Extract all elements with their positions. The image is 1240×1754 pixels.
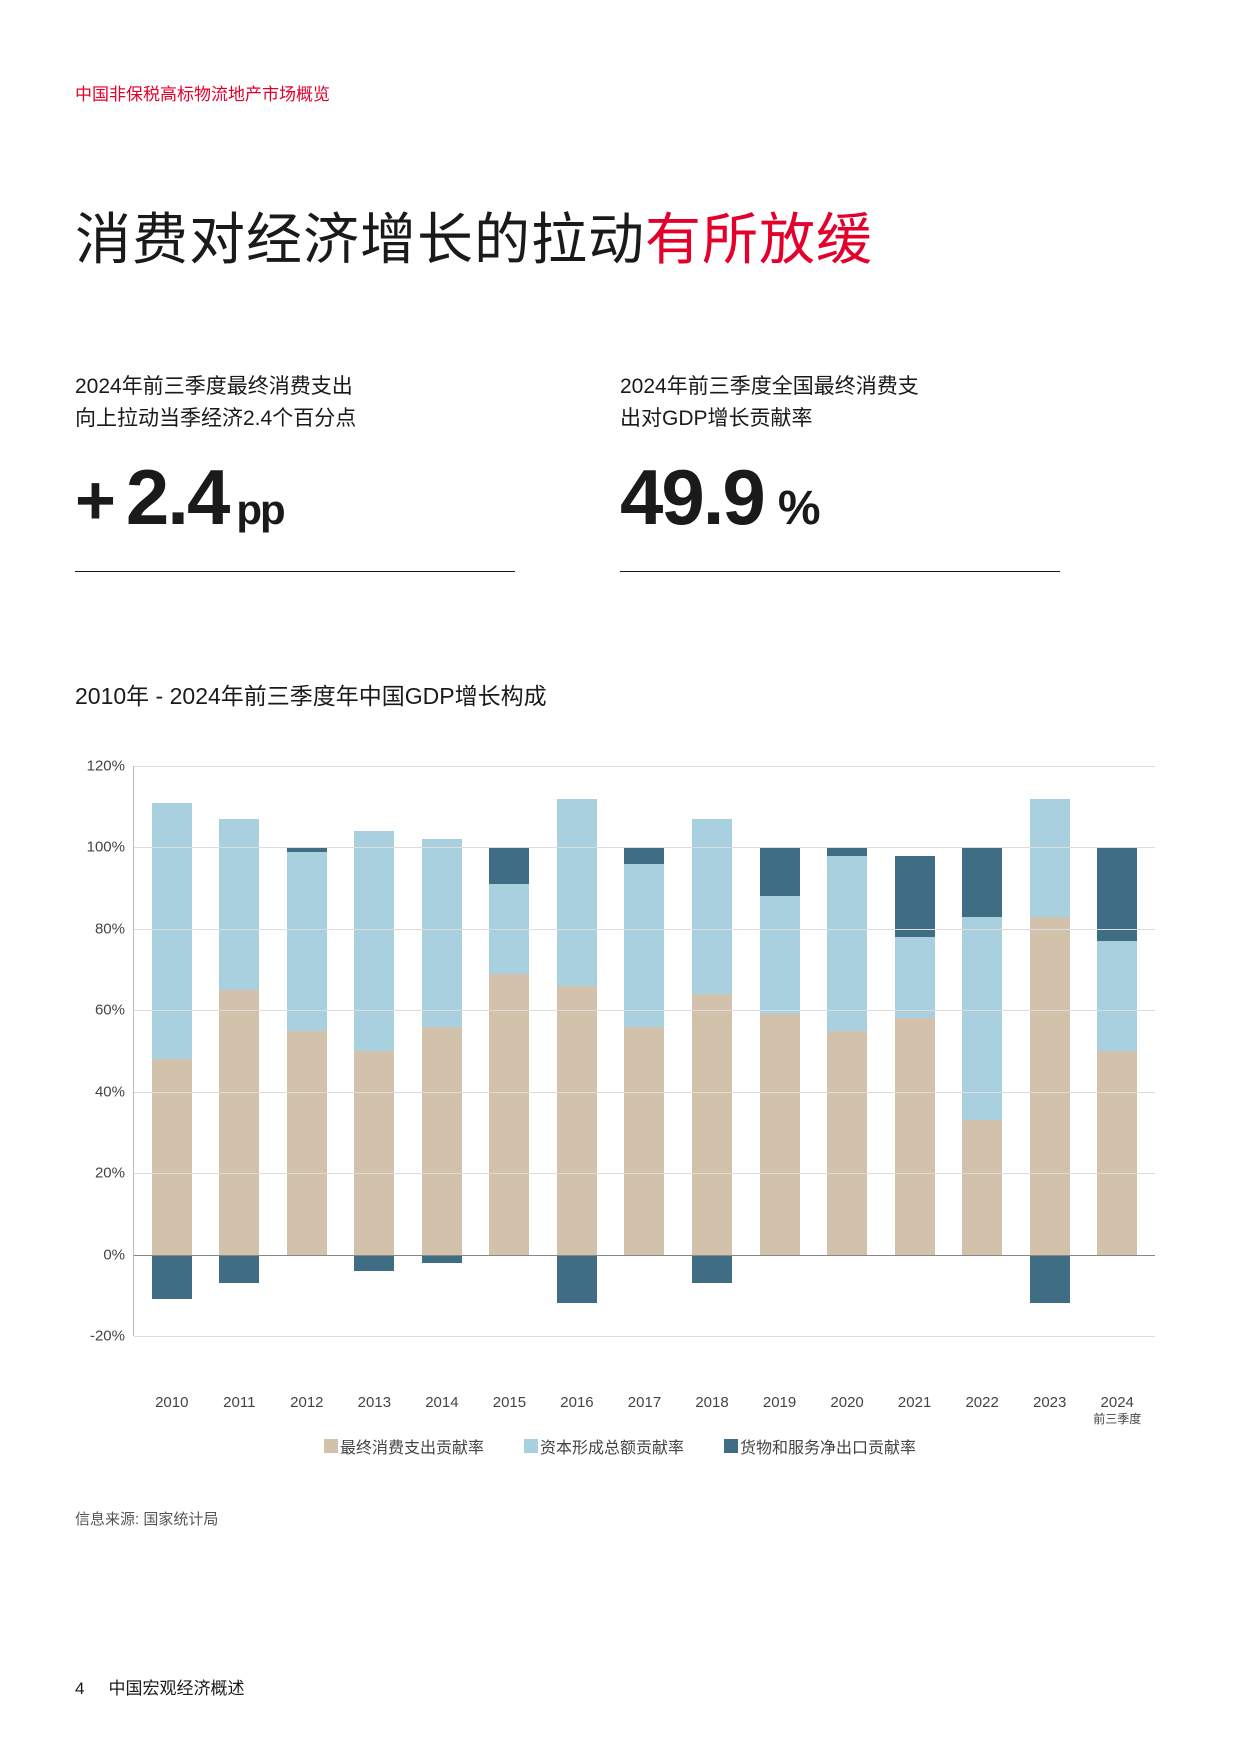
bar-segment — [489, 847, 529, 884]
bar-segment — [422, 1027, 462, 1255]
bar-segment — [827, 1031, 867, 1255]
footer-section: 中国宏观经济概述 — [108, 1679, 244, 1698]
chart: -20%0%20%40%60%80%100%120% 2010201120122… — [75, 766, 1155, 1406]
header-tag: 中国非保税高标物流地产市场概览 — [75, 80, 1165, 105]
bar-segment — [895, 1018, 935, 1254]
bar-group: 2011 — [219, 766, 259, 1336]
bar-segment — [489, 974, 529, 1255]
bar-segment — [692, 819, 732, 994]
y-tick-label: -20% — [90, 1328, 125, 1345]
bar-segment — [219, 990, 259, 1255]
bar-group: 2016 — [557, 766, 597, 1336]
bar-segment — [827, 847, 867, 855]
bar-segment — [354, 1051, 394, 1255]
bar-segment — [287, 852, 327, 1031]
page-number: 4 — [75, 1679, 84, 1698]
bar-segment — [557, 986, 597, 1255]
divider — [620, 571, 1060, 572]
legend-label: 货物和服务净出口贡献率 — [740, 1434, 916, 1458]
bar-group: 2018 — [692, 766, 732, 1336]
y-tick-label: 60% — [95, 1002, 125, 1019]
stat-left-value: +2.4pp — [75, 452, 560, 543]
bar-segment — [895, 856, 935, 937]
bar-segment — [760, 896, 800, 1014]
bar-group: 2015 — [489, 766, 529, 1336]
title-main: 消费对经济增长的拉动 — [75, 208, 645, 271]
legend-label: 资本形成总额贡献率 — [540, 1434, 684, 1458]
bar-segment — [152, 803, 192, 1060]
bar-segment — [624, 1027, 664, 1255]
title-accent: 有所放缓 — [645, 208, 873, 271]
bar-group: 2019 — [760, 766, 800, 1336]
bar-group: 2021 — [895, 766, 935, 1336]
bar-segment — [962, 1120, 1002, 1254]
bar-segment — [895, 937, 935, 1018]
y-axis: -20%0%20%40%60%80%100%120% — [75, 766, 133, 1406]
bar-segment — [760, 847, 800, 896]
bar-group: 2024前三季度 — [1097, 766, 1137, 1336]
bar-segment — [962, 847, 1002, 916]
bar-group: 2023 — [1030, 766, 1070, 1336]
y-tick-label: 120% — [87, 758, 125, 775]
bar-segment — [692, 994, 732, 1255]
bar-segment — [1030, 1255, 1070, 1304]
plot-area: 2010 2011 2012 2013 2014 2015 2016 2017 2018 2019… — [133, 766, 1155, 1336]
bar-segment — [557, 1255, 597, 1304]
stat-left-desc: 2024年前三季度最终消费支出 向上拉动当季经济2.4个百分点 — [75, 371, 560, 434]
bar-segment — [557, 799, 597, 986]
bar-segment — [354, 831, 394, 1051]
bar-segment — [219, 1255, 259, 1284]
stat-left: 2024年前三季度最终消费支出 向上拉动当季经济2.4个百分点 +2.4pp — [75, 371, 620, 572]
bar-segment — [219, 819, 259, 990]
stats-row: 2024年前三季度最终消费支出 向上拉动当季经济2.4个百分点 +2.4pp 2… — [75, 371, 1165, 572]
page-title: 消费对经济增长的拉动有所放缓 — [75, 195, 1165, 276]
y-tick-label: 80% — [95, 920, 125, 937]
stat-right-value: 49.9% — [620, 452, 1165, 543]
legend-item: 货物和服务净出口贡献率 — [724, 1434, 916, 1458]
y-tick-label: 100% — [87, 839, 125, 856]
bar-segment — [422, 839, 462, 1026]
bar-group: 2010 — [152, 766, 192, 1336]
bar-segment — [624, 864, 664, 1027]
bar-segment — [962, 917, 1002, 1121]
bar-segment — [152, 1059, 192, 1254]
bar-segment — [1030, 799, 1070, 917]
bar-segment — [152, 1255, 192, 1300]
y-tick-label: 40% — [95, 1083, 125, 1100]
bar-group: 2017 — [624, 766, 664, 1336]
bar-segment — [692, 1255, 732, 1284]
bar-segment — [827, 856, 867, 1031]
bars-container: 2010 2011 2012 2013 2014 2015 2016 2017 2018 2019… — [134, 766, 1155, 1336]
legend: 最终消费支出贡献率 资本形成总额贡献率 货物和服务净出口贡献率 — [75, 1434, 1165, 1458]
chart-title: 2010年 - 2024年前三季度年中国GDP增长构成 — [75, 677, 1165, 711]
stat-right-desc: 2024年前三季度全国最终消费支 出对GDP增长贡献率 — [620, 371, 1165, 434]
bar-segment — [1030, 917, 1070, 1255]
bar-group: 2012 — [287, 766, 327, 1336]
bar-segment — [760, 1014, 800, 1254]
bar-segment — [422, 1255, 462, 1263]
bar-segment — [624, 847, 664, 863]
bar-segment — [354, 1255, 394, 1271]
bar-segment — [1097, 941, 1137, 1051]
chart-section: 2010年 - 2024年前三季度年中国GDP增长构成 -20% 0% 20% 40%… — [75, 677, 1165, 1529]
bar-group: 2022 — [962, 766, 1002, 1336]
legend-label: 最终消费支出贡献率 — [340, 1434, 484, 1458]
stat-right: 2024年前三季度全国最终消费支 出对GDP增长贡献率 49.9% — [620, 371, 1165, 572]
bar-segment — [287, 1031, 327, 1255]
bar-group: 2014 — [422, 766, 462, 1336]
legend-swatch — [324, 1439, 338, 1453]
bar-segment — [1097, 1051, 1137, 1255]
legend-swatch — [724, 1439, 738, 1453]
y-tick-label: 20% — [95, 1165, 125, 1182]
legend-item: 资本形成总额贡献率 — [524, 1434, 684, 1458]
legend-swatch — [524, 1439, 538, 1453]
legend-item: 最终消费支出贡献率 — [324, 1434, 484, 1458]
source: 信息来源: 国家统计局 — [75, 1508, 1165, 1529]
divider — [75, 571, 515, 572]
y-tick-label: 0% — [103, 1246, 125, 1263]
footer: 4 中国宏观经济概述 — [75, 1674, 244, 1699]
bar-group: 2020 — [827, 766, 867, 1336]
bar-group: 2013 — [354, 766, 394, 1336]
bar-segment — [1097, 847, 1137, 941]
